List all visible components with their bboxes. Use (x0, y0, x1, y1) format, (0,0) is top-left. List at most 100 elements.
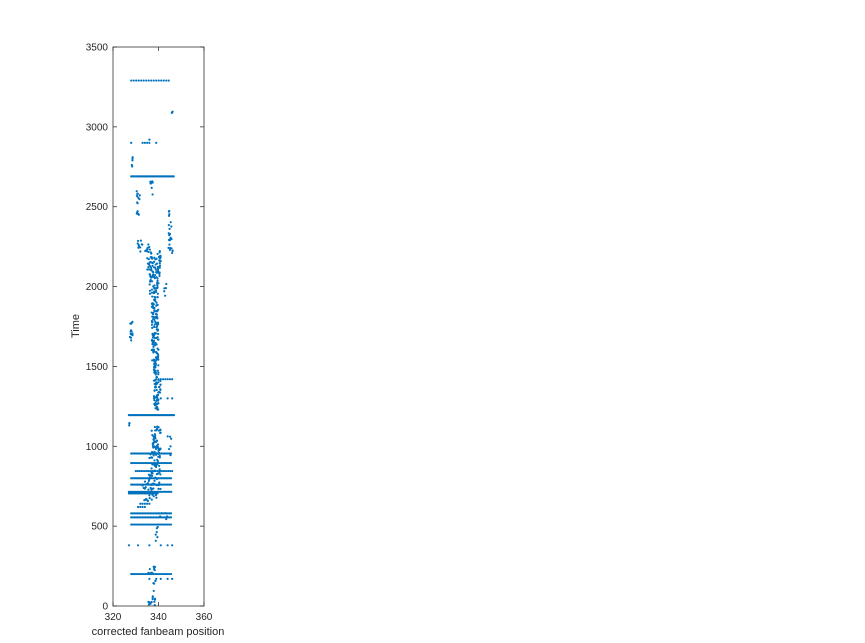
data-point (158, 391, 162, 394)
data-point (149, 486, 152, 489)
data-point (143, 141, 146, 144)
data-point (150, 323, 154, 326)
data-point (133, 516, 136, 519)
data-point (157, 516, 160, 519)
x-axis-ticks: 320 340 360 (105, 47, 213, 623)
data-point (143, 469, 146, 473)
data-point (148, 289, 151, 292)
data-point (152, 343, 155, 346)
y-tick-label: 3000 (86, 122, 109, 133)
data-point (133, 512, 136, 515)
data-point (164, 378, 167, 381)
data-point (148, 138, 151, 141)
data-point (152, 345, 155, 348)
data-point (156, 459, 159, 463)
data-point (156, 329, 159, 332)
data-point (150, 348, 153, 352)
data-point (152, 298, 156, 301)
data-point (155, 381, 158, 384)
data-point (133, 461, 136, 465)
data-point (132, 79, 135, 82)
data-point (130, 512, 133, 515)
data-point (169, 454, 172, 457)
data-point (169, 236, 172, 239)
data-point (151, 595, 154, 598)
data-point (157, 455, 160, 458)
data-point (152, 589, 155, 593)
data-point (152, 582, 155, 585)
data-point (131, 477, 134, 480)
data-point (150, 339, 154, 342)
data-point (169, 221, 172, 224)
data-point (150, 252, 153, 255)
data-point (128, 422, 131, 425)
data-point (148, 502, 151, 505)
data-point (146, 502, 149, 505)
data-point (144, 452, 147, 455)
data-point (147, 243, 150, 246)
data-point (153, 516, 157, 519)
data-point (172, 414, 176, 417)
data-point (169, 461, 173, 465)
data-point (141, 505, 144, 509)
data-point (153, 395, 156, 398)
data-point (153, 336, 156, 340)
data-point (156, 393, 159, 397)
data-point (146, 499, 149, 502)
data-point (168, 378, 171, 381)
data-point (147, 600, 150, 604)
data-point (131, 452, 134, 455)
data-point (157, 487, 160, 490)
data-point (136, 469, 139, 473)
data-point (163, 483, 166, 486)
data-point (136, 239, 140, 243)
data-point (156, 536, 159, 539)
data-point (130, 461, 133, 465)
data-point (146, 141, 149, 144)
data-point (148, 283, 151, 286)
data-point (152, 315, 155, 319)
data-point (148, 567, 151, 571)
data-point (150, 512, 153, 515)
data-point (138, 477, 141, 480)
data-point (146, 523, 149, 526)
data-point (163, 287, 166, 290)
data-point (157, 373, 160, 376)
data-point (154, 290, 158, 294)
data-point (161, 572, 165, 576)
data-point (159, 544, 162, 547)
data-point (131, 516, 134, 519)
data-point (150, 186, 153, 189)
data-point (156, 347, 159, 350)
data-point (141, 512, 144, 515)
data-point (156, 321, 160, 324)
data-point (148, 544, 151, 547)
data-point (153, 256, 156, 259)
data-point (153, 462, 156, 465)
data-point (138, 516, 141, 519)
data-point (155, 523, 158, 526)
data-point (153, 318, 156, 322)
data-point (155, 530, 158, 534)
data-point (139, 516, 142, 519)
data-point (131, 483, 134, 486)
data-point (159, 515, 162, 518)
data-point (144, 512, 147, 515)
data-point (151, 571, 154, 575)
data-point (165, 461, 168, 465)
data-point (147, 469, 150, 473)
data-point (158, 259, 161, 262)
data-point (147, 79, 150, 82)
data-point (135, 195, 139, 198)
data-point (150, 288, 154, 291)
data-point (157, 332, 160, 336)
data-point (156, 283, 159, 286)
data-point (169, 523, 173, 526)
data-point (154, 401, 157, 405)
data-point (138, 461, 141, 465)
data-point (148, 494, 151, 497)
x-axis-label: corrected fanbeam position (92, 626, 225, 638)
data-point (141, 572, 144, 576)
data-point (155, 388, 158, 392)
